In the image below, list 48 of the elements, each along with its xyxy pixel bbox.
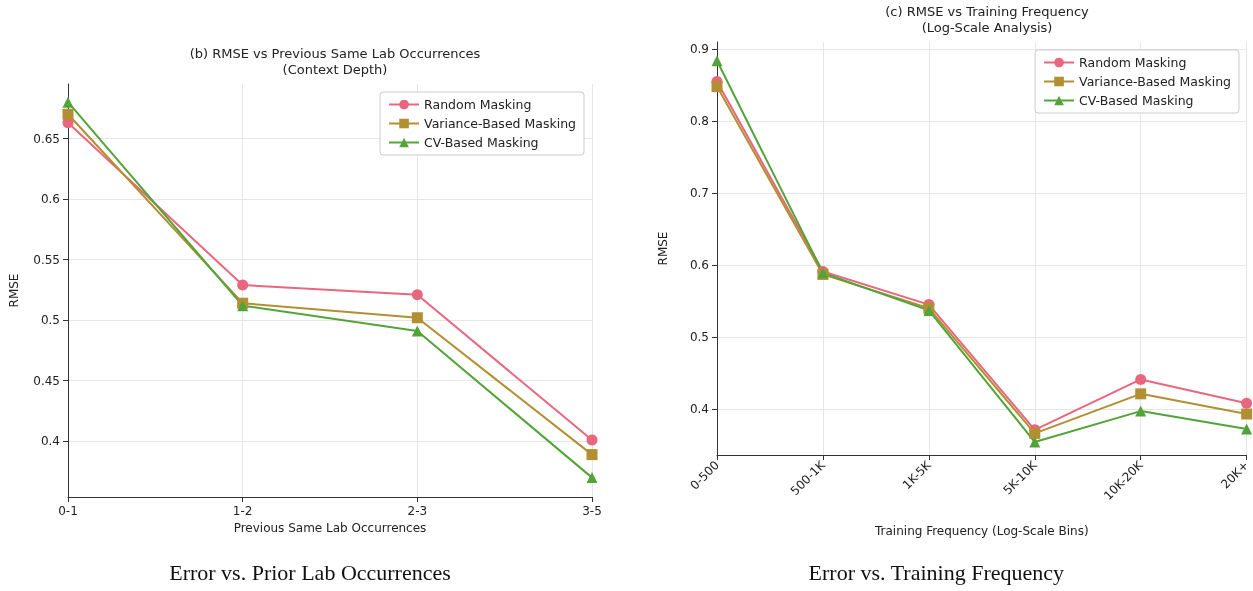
- y-tick-label: 0.9: [689, 42, 709, 57]
- y-tick-label: 0.6: [40, 192, 60, 207]
- legend-label: CV-Based Masking: [1079, 93, 1194, 108]
- point: [1135, 388, 1147, 400]
- legend-label: CV-Based Masking: [424, 135, 539, 150]
- x-axis-title: Training Frequency (Log-Scale Bins): [874, 524, 1089, 538]
- y-tick-label: 0.7: [689, 186, 709, 201]
- y-axis-title: RMSE: [656, 231, 670, 266]
- point: [711, 81, 723, 93]
- point: [586, 449, 598, 461]
- legend-label: Random Masking: [424, 97, 532, 112]
- point: [62, 96, 74, 108]
- point: [62, 108, 74, 120]
- point: [1241, 423, 1253, 435]
- y-tick-label: 0.5: [689, 330, 709, 344]
- chart-title: (b) RMSE vs Previous Same Lab Occurrences (Context Depth): [189, 45, 481, 77]
- y-tick-label: 0.8: [689, 114, 709, 129]
- y-tick-label: 0.4: [689, 401, 709, 416]
- legend-label: Variance-Based Masking: [424, 116, 576, 131]
- point: [1241, 397, 1253, 409]
- y-tick-label: 0.45: [33, 373, 60, 388]
- point: [1135, 373, 1147, 385]
- point: [1135, 405, 1147, 417]
- x-tick-label: 0-1: [58, 504, 78, 518]
- x-tick-label: 2-3: [407, 504, 428, 518]
- y-tick-label: 0.55: [33, 252, 60, 267]
- x-axis-title: Previous Same Lab Occurrences: [233, 520, 427, 535]
- legend-label: Random Masking: [1079, 55, 1187, 70]
- y-tick-label: 0.65: [33, 131, 60, 146]
- y-tick-label: 0.6: [689, 258, 709, 273]
- point: [586, 472, 598, 484]
- x-tick-label: 3-5: [582, 504, 602, 518]
- chart-title: (c) RMSE vs Training Frequency (Log-Scale Analysis): [885, 3, 1090, 35]
- text: Error vs. Training Frequency: [808, 559, 1065, 585]
- y-axis-title: RMSE: [7, 273, 21, 308]
- legend-label: Variance-Based Masking: [1079, 74, 1231, 89]
- y-tick-label: 0.5: [40, 313, 60, 328]
- point: [411, 325, 423, 337]
- point: [411, 312, 423, 324]
- point: [237, 279, 249, 291]
- point: [711, 55, 723, 67]
- point: [411, 289, 423, 301]
- x-tick-label: 1-2: [232, 504, 253, 518]
- point: [1241, 408, 1253, 420]
- point: [586, 434, 598, 446]
- y-tick-label: 0.4: [40, 434, 60, 449]
- point: [1029, 436, 1041, 448]
- text: Error vs. Prior Lab Occurrences: [169, 559, 451, 585]
